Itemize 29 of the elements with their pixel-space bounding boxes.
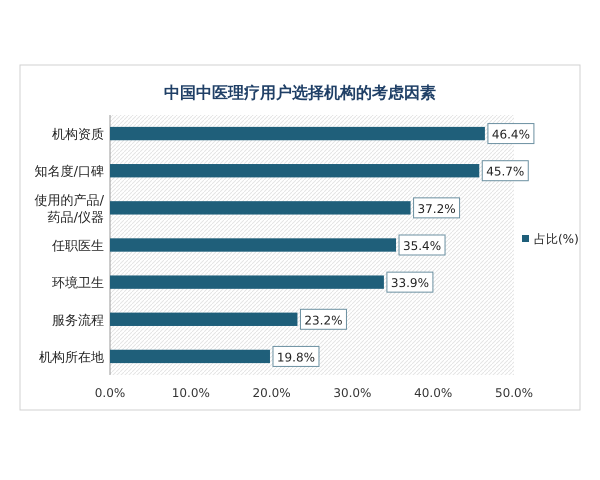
bar (110, 201, 411, 215)
bar (110, 275, 384, 289)
x-tick-label: 30.0% (333, 386, 372, 400)
data-label: 46.4% (492, 128, 530, 142)
y-tick-label: 服务流程 (52, 312, 104, 328)
data-label: 19.8% (276, 350, 316, 364)
data-label: 35.4% (402, 239, 442, 253)
y-tick-label: 机构所在地 (39, 350, 104, 366)
bar (110, 126, 485, 140)
data-label: 23.2% (304, 313, 343, 328)
bar (110, 238, 396, 252)
data-label: 33.9% (390, 276, 429, 290)
x-tick-label: 10.0% (172, 386, 210, 400)
bar (110, 350, 270, 364)
y-tick-label: 机构资质 (52, 128, 104, 143)
x-tick-label: 0.0% (94, 386, 126, 400)
x-tick-label: 50.0% (494, 386, 534, 400)
x-tick-label: 20.0% (252, 386, 291, 400)
x-tick-label: 40.0% (414, 386, 452, 400)
chart-title: 中国中医理疗用户选择机构的考虑因素 (164, 83, 436, 102)
bar (110, 312, 298, 326)
y-tick-label: 环境卫生 (52, 275, 104, 292)
y-tick-label: 任职医生 (51, 239, 104, 254)
legend-label: 占比(%) (534, 232, 579, 246)
y-tick-label: 使用的产品/药品/仪器 (34, 193, 105, 226)
data-label: 45.7% (486, 164, 524, 179)
y-tick-label: 知名度/口碑 (34, 164, 104, 180)
data-label: 37.2% (418, 202, 456, 216)
bar (110, 164, 480, 178)
